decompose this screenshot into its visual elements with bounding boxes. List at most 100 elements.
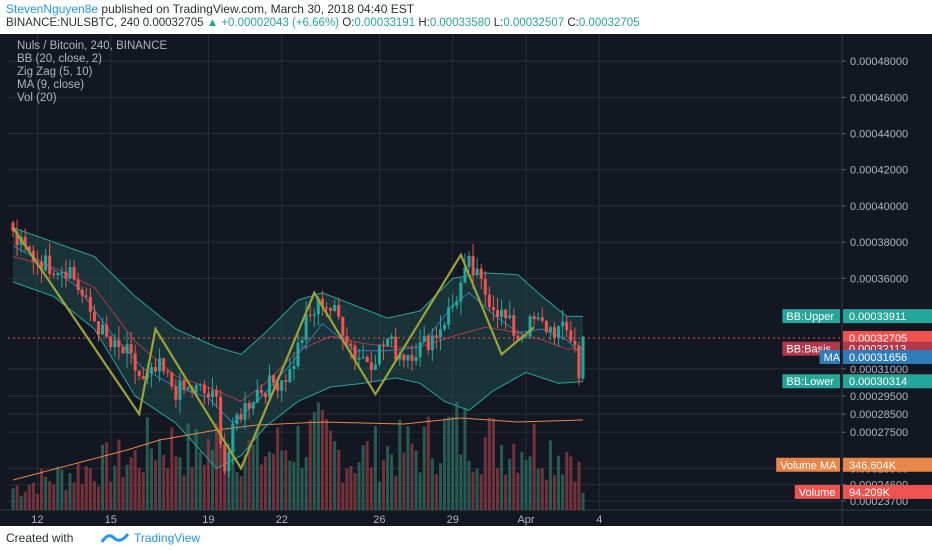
bb-lower-line [12,281,584,469]
candle-body [198,384,202,386]
price-tick-label: 0.00046000 [850,92,908,104]
candle-body [149,367,153,374]
volume-bar [548,440,552,510]
volume-bar [483,437,487,510]
volume-bar [174,456,178,510]
candle-body [402,354,406,361]
volume-bar [426,416,430,510]
candle-body [491,307,495,310]
candle-body [296,342,300,367]
candle-body [516,335,520,340]
candle-body [80,290,84,296]
volume-bar [487,417,491,510]
time-tick-label: 19 [202,514,214,526]
volume-bar [434,474,438,510]
candle-body [475,268,479,275]
series-label-bg [782,309,840,324]
candle-body [215,390,219,397]
price-tick-label: 0.00031000 [850,364,908,376]
candle-body [430,335,434,351]
volume-bar [467,460,471,510]
candle-body [92,311,96,322]
volume-bar [443,418,447,510]
volume-bar [357,462,361,510]
candle-body [381,344,386,346]
candle-body [101,324,105,335]
volume-bar [524,460,528,510]
candle-body [528,316,532,337]
series-label-name: Volume [799,487,836,499]
volume-bar [133,450,137,510]
volume-bar [569,456,573,510]
candle-body [56,273,60,276]
candle-body [194,385,198,393]
candle-body [361,356,365,358]
candle-body [84,295,88,297]
author-link[interactable]: StevenNguyen8e [6,2,99,16]
volume-bar [263,456,267,510]
volume-bar [304,457,308,510]
up-arrow-icon: ▲ [206,17,219,29]
volume-bar [68,473,72,510]
candle-body [276,382,280,391]
candle-body [312,314,316,316]
price-label-bg [843,309,932,324]
volume-bar [239,476,243,510]
volume-bar [96,486,101,510]
volume-bar [276,427,280,510]
volume-bar [353,472,357,510]
candle-body [259,389,263,393]
candle-body [329,307,333,311]
candle-body [569,330,573,341]
candle-body [263,392,267,398]
volume-bar [60,469,64,510]
chart-area[interactable]: 0.00048000 0.00046000 0.00044000 0.00042000… [0,34,932,526]
candle-body [125,344,129,354]
volume-bar [369,467,373,510]
time-tick-label: Apr [517,514,534,526]
legend-item: MA (9, close) [17,79,84,91]
candle-body [141,376,145,379]
tradingview-brand[interactable]: TradingView [134,531,201,545]
volume-bar [153,460,158,510]
price-label-value: 0.00030314 [849,376,907,388]
candle-body [223,444,227,472]
candle-body [121,346,125,354]
volume-bar [198,451,202,510]
candle-body [581,336,585,379]
volume-bar [410,443,414,510]
volume-bar [72,482,76,510]
volume-bar [329,430,333,510]
open-label: O: [342,17,355,29]
volume-bar [80,483,84,510]
high-label: H: [418,17,430,29]
price-chart[interactable]: 0.00048000 0.00046000 0.00044000 0.00042000… [0,34,932,526]
candle-body [23,237,27,247]
candle-body [406,354,410,361]
volume-bar [31,482,35,510]
candle-body [483,279,487,295]
volume-bar [280,450,284,510]
volume-bar [536,469,540,510]
volume-bar [398,419,402,510]
volume-bar [231,445,235,510]
legend-item: BB (20, close, 2) [17,53,102,65]
price-tick-label: 0.00048000 [850,56,908,68]
volume-bar [508,458,512,510]
low-label: L: [493,17,504,29]
volume-bar [44,476,48,510]
series-label-bg [776,457,840,472]
series-label-bg [794,484,840,499]
volume-bar [84,466,88,510]
volume-bar [540,468,544,510]
candle-body [272,375,276,383]
candle-body [308,314,312,316]
volume-bar [235,472,239,510]
price-tick-label: 0.00044000 [850,129,908,141]
legend-item: Zig Zag (5, 10) [17,66,93,78]
candle-body [394,336,398,360]
candle-body [251,402,255,409]
time-tick-label: 15 [105,514,117,526]
candle-body [288,369,292,383]
price-label-value: 346.604K [849,460,897,472]
